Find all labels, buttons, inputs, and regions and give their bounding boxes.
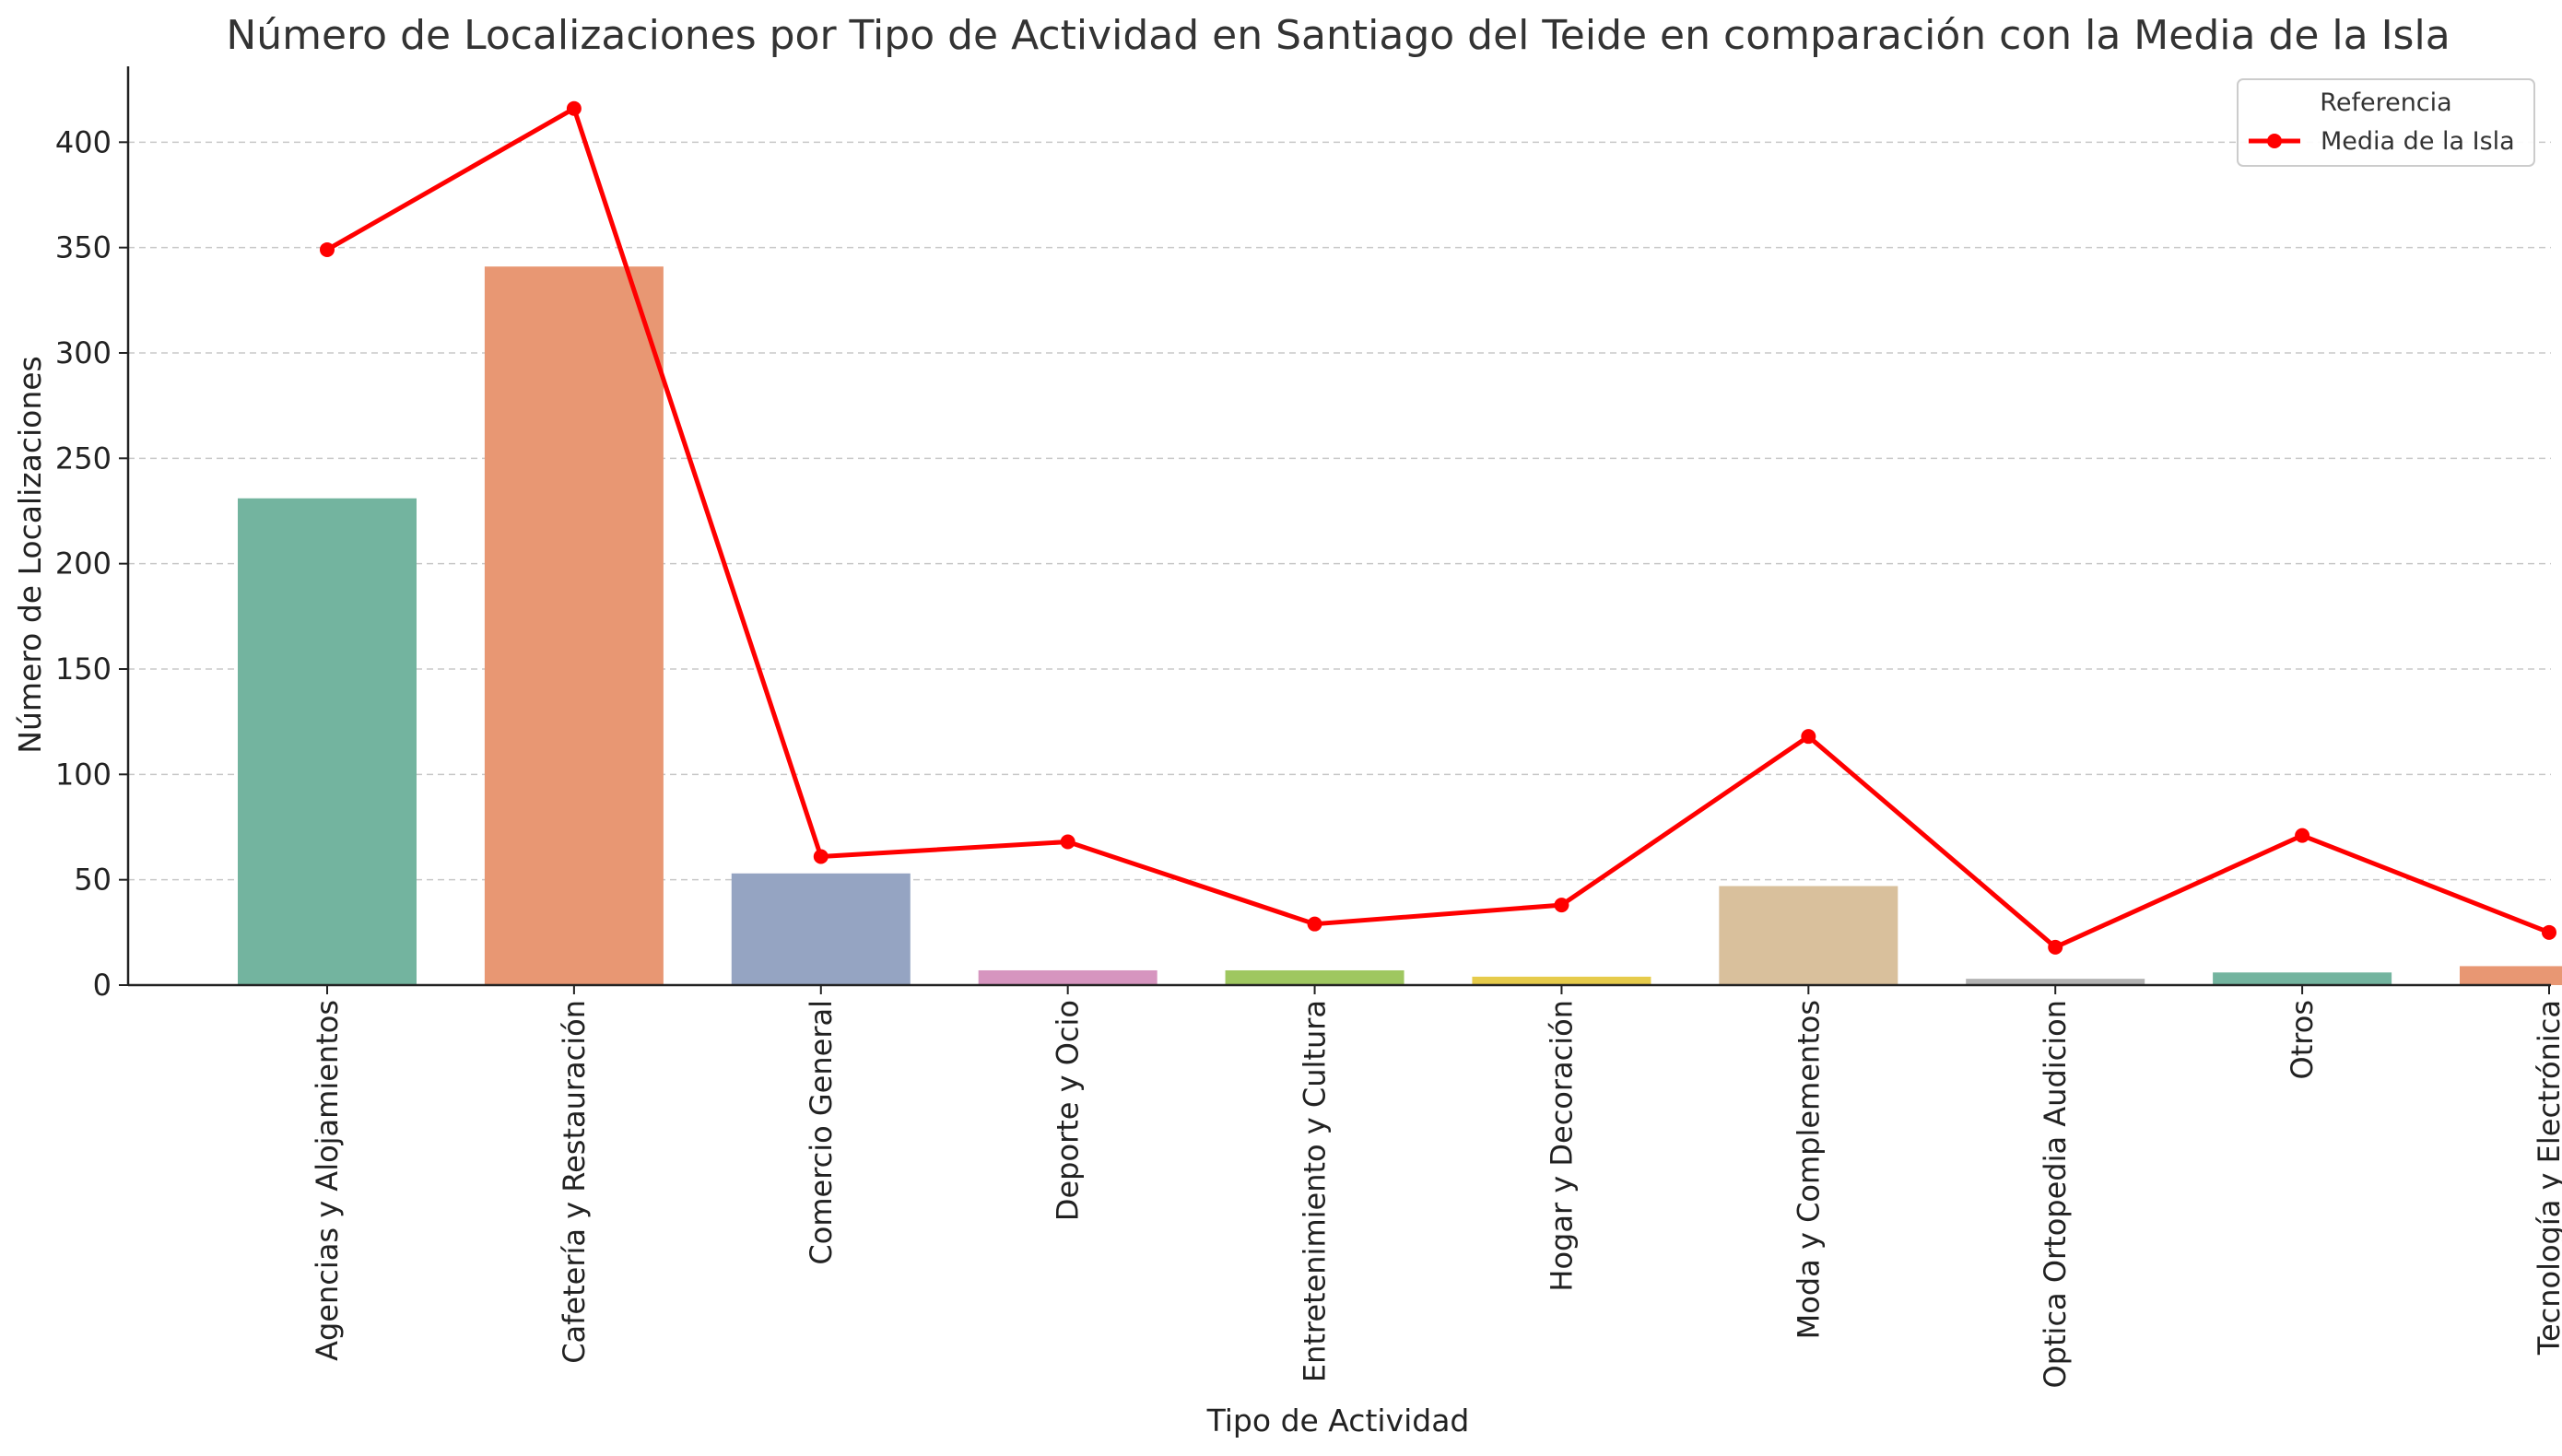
- average-point: [1307, 916, 1322, 932]
- x-tick-label: Comercio General: [804, 1000, 839, 1265]
- bar: [2460, 966, 2562, 985]
- average-point: [320, 241, 335, 257]
- x-tick-label: Hogar y Decoración: [1544, 1000, 1579, 1292]
- average-point: [566, 100, 582, 116]
- y-tick-labels: 0 50 100 150 200 250 300 350 400: [55, 124, 128, 1003]
- average-point: [2295, 828, 2310, 843]
- bars: [238, 266, 2562, 986]
- y-tick-label: 350: [55, 230, 112, 265]
- legend: Referencia Media de la Isla: [2237, 78, 2535, 167]
- bar: [1225, 969, 1404, 985]
- bar: [731, 873, 911, 985]
- bar: [1719, 886, 1898, 985]
- x-tick-label: Otros: [2285, 1000, 2320, 1079]
- average-point: [2542, 924, 2556, 940]
- legend-title: Referencia: [2320, 88, 2451, 117]
- y-tick-label: 200: [55, 546, 112, 581]
- x-tick-labels: Agencias y Alojamientos Cafetería y Resta…: [310, 985, 2562, 1388]
- bar: [2213, 972, 2392, 985]
- x-tick-label: Optica Ortopedia Audicion: [2038, 1000, 2073, 1388]
- y-tick-label: 250: [55, 440, 112, 476]
- y-tick-label: 150: [55, 652, 112, 687]
- average-point: [1554, 898, 1569, 913]
- average-point: [2048, 939, 2063, 955]
- legend-label-media: Media de la Isla: [2321, 127, 2515, 156]
- y-axis-label: Número de Localizaciones: [12, 356, 48, 753]
- x-tick-label: Entretenimiento y Cultura: [1298, 1000, 1333, 1382]
- x-axis-label: Tipo de Actividad: [1206, 1403, 1470, 1438]
- bar: [1472, 976, 1651, 985]
- x-tick-label: Deporte y Ocio: [1051, 1000, 1086, 1221]
- bar: [484, 266, 664, 986]
- bar: [1966, 979, 2145, 985]
- x-tick-label: Moda y Complementos: [1791, 1000, 1826, 1339]
- legend-box: [2237, 78, 2535, 167]
- x-tick-label: Tecnología y Electrónica: [2532, 1000, 2562, 1356]
- average-point: [1060, 834, 1075, 850]
- y-tick-label: 50: [74, 863, 112, 898]
- average-point: [813, 849, 829, 864]
- axes: [126, 66, 2551, 987]
- y-tick-label: 300: [55, 335, 112, 370]
- bar: [238, 498, 417, 985]
- average-line-series: [320, 100, 2556, 955]
- bar: [978, 969, 1158, 985]
- x-tick-label: Cafetería y Restauración: [557, 1000, 592, 1364]
- legend-marker-swatch: [2267, 134, 2282, 148]
- x-tick-label: Agencias y Alojamientos: [310, 1000, 345, 1361]
- average-point: [1801, 729, 1816, 745]
- chart-title: Número de Localizaciones por Tipo de Act…: [226, 12, 2450, 59]
- y-tick-label: 0: [93, 968, 112, 1003]
- y-tick-label: 100: [55, 757, 112, 792]
- average-line: [325, 106, 2550, 950]
- y-tick-label: 400: [55, 124, 112, 159]
